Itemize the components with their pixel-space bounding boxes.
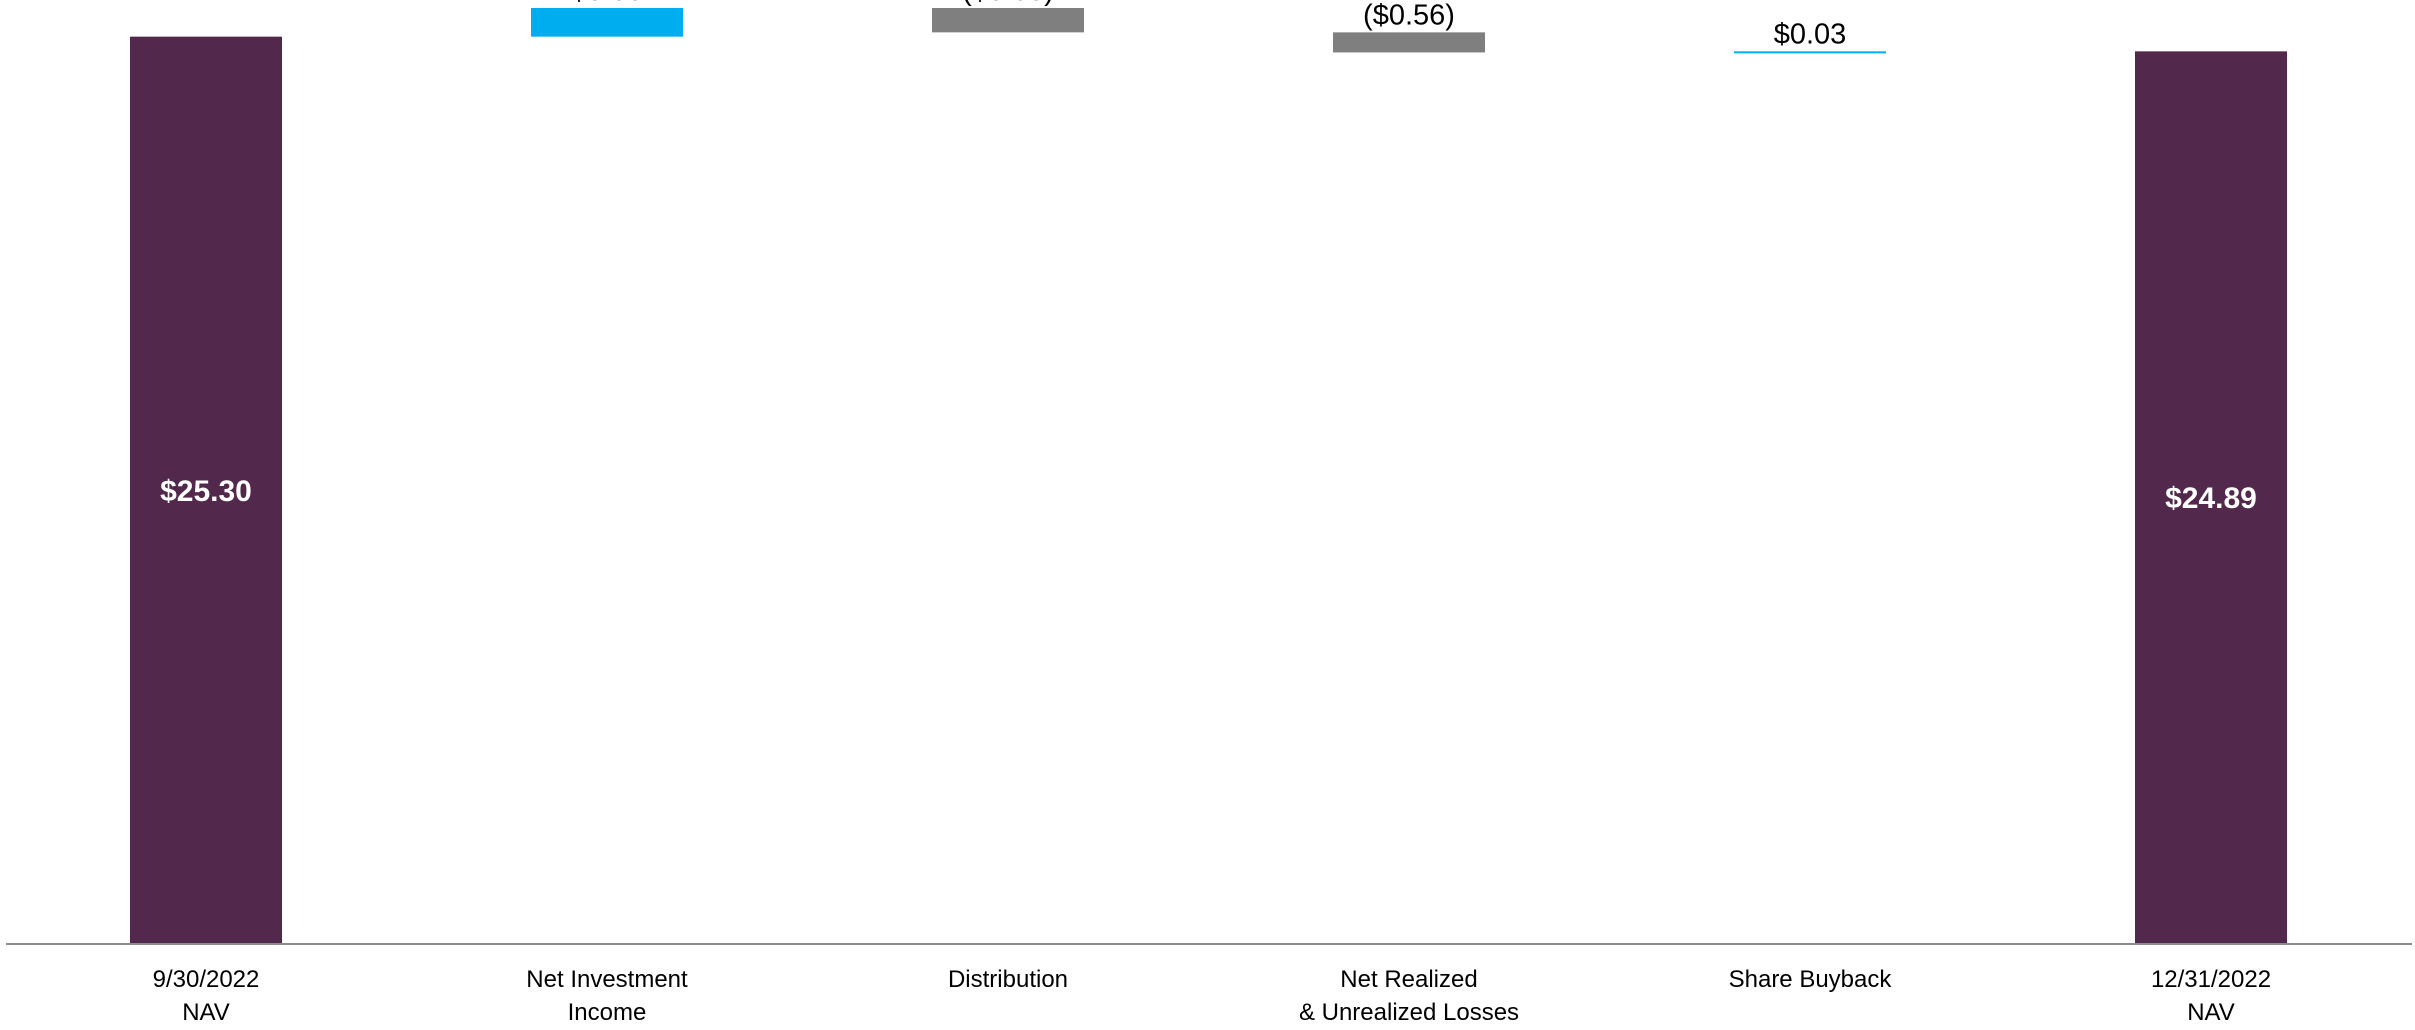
bar-delta-4 bbox=[1734, 51, 1886, 54]
category-label-2: Distribution bbox=[948, 966, 1068, 993]
category-label-1-line-1: Income bbox=[568, 999, 647, 1025]
bars-layer bbox=[130, 8, 2287, 944]
category-label-5-line-1: NAV bbox=[2187, 999, 2235, 1025]
value-label-0: $25.30 bbox=[160, 475, 252, 508]
value-label-2: ($0.68) bbox=[962, 0, 1054, 7]
bar-delta-3 bbox=[1333, 32, 1485, 53]
category-label-2-line-0: Distribution bbox=[948, 966, 1068, 993]
bar-total-0 bbox=[130, 36, 282, 944]
value-labels-layer: $25.30 $0.80 ($0.68) ($0.56) $0.03 $24.89 bbox=[160, 0, 2257, 515]
bar-total-5 bbox=[2135, 51, 2287, 944]
category-labels-layer: 9/30/2022 NAV Net Investment Income Distribu… bbox=[153, 966, 2271, 1026]
value-label-4: $0.03 bbox=[1774, 18, 1847, 50]
value-label-3: ($0.56) bbox=[1363, 0, 1455, 31]
category-label-4: Share Buyback bbox=[1729, 966, 1893, 993]
category-label-4-line-0: Share Buyback bbox=[1729, 966, 1893, 993]
value-label-5: $24.89 bbox=[2165, 482, 2257, 515]
category-label-5-line-0: 12/31/2022 bbox=[2151, 966, 2271, 993]
bar-delta-2 bbox=[932, 8, 1084, 33]
category-label-3-line-1: & Unrealized Losses bbox=[1299, 999, 1519, 1025]
value-label-1: $0.80 bbox=[571, 0, 644, 7]
category-label-3: Net Realized & Unrealized Losses bbox=[1299, 966, 1519, 1025]
category-label-3-line-0: Net Realized bbox=[1340, 966, 1477, 993]
category-label-0-line-0: 9/30/2022 bbox=[153, 966, 260, 993]
category-label-5: 12/31/2022 NAV bbox=[2151, 966, 2271, 1025]
category-label-1-line-0: Net Investment bbox=[526, 966, 688, 993]
bar-delta-1 bbox=[531, 8, 683, 37]
category-label-1: Net Investment Income bbox=[526, 966, 688, 1025]
category-label-0-line-1: NAV bbox=[182, 999, 230, 1025]
category-label-0: 9/30/2022 NAV bbox=[153, 966, 260, 1025]
